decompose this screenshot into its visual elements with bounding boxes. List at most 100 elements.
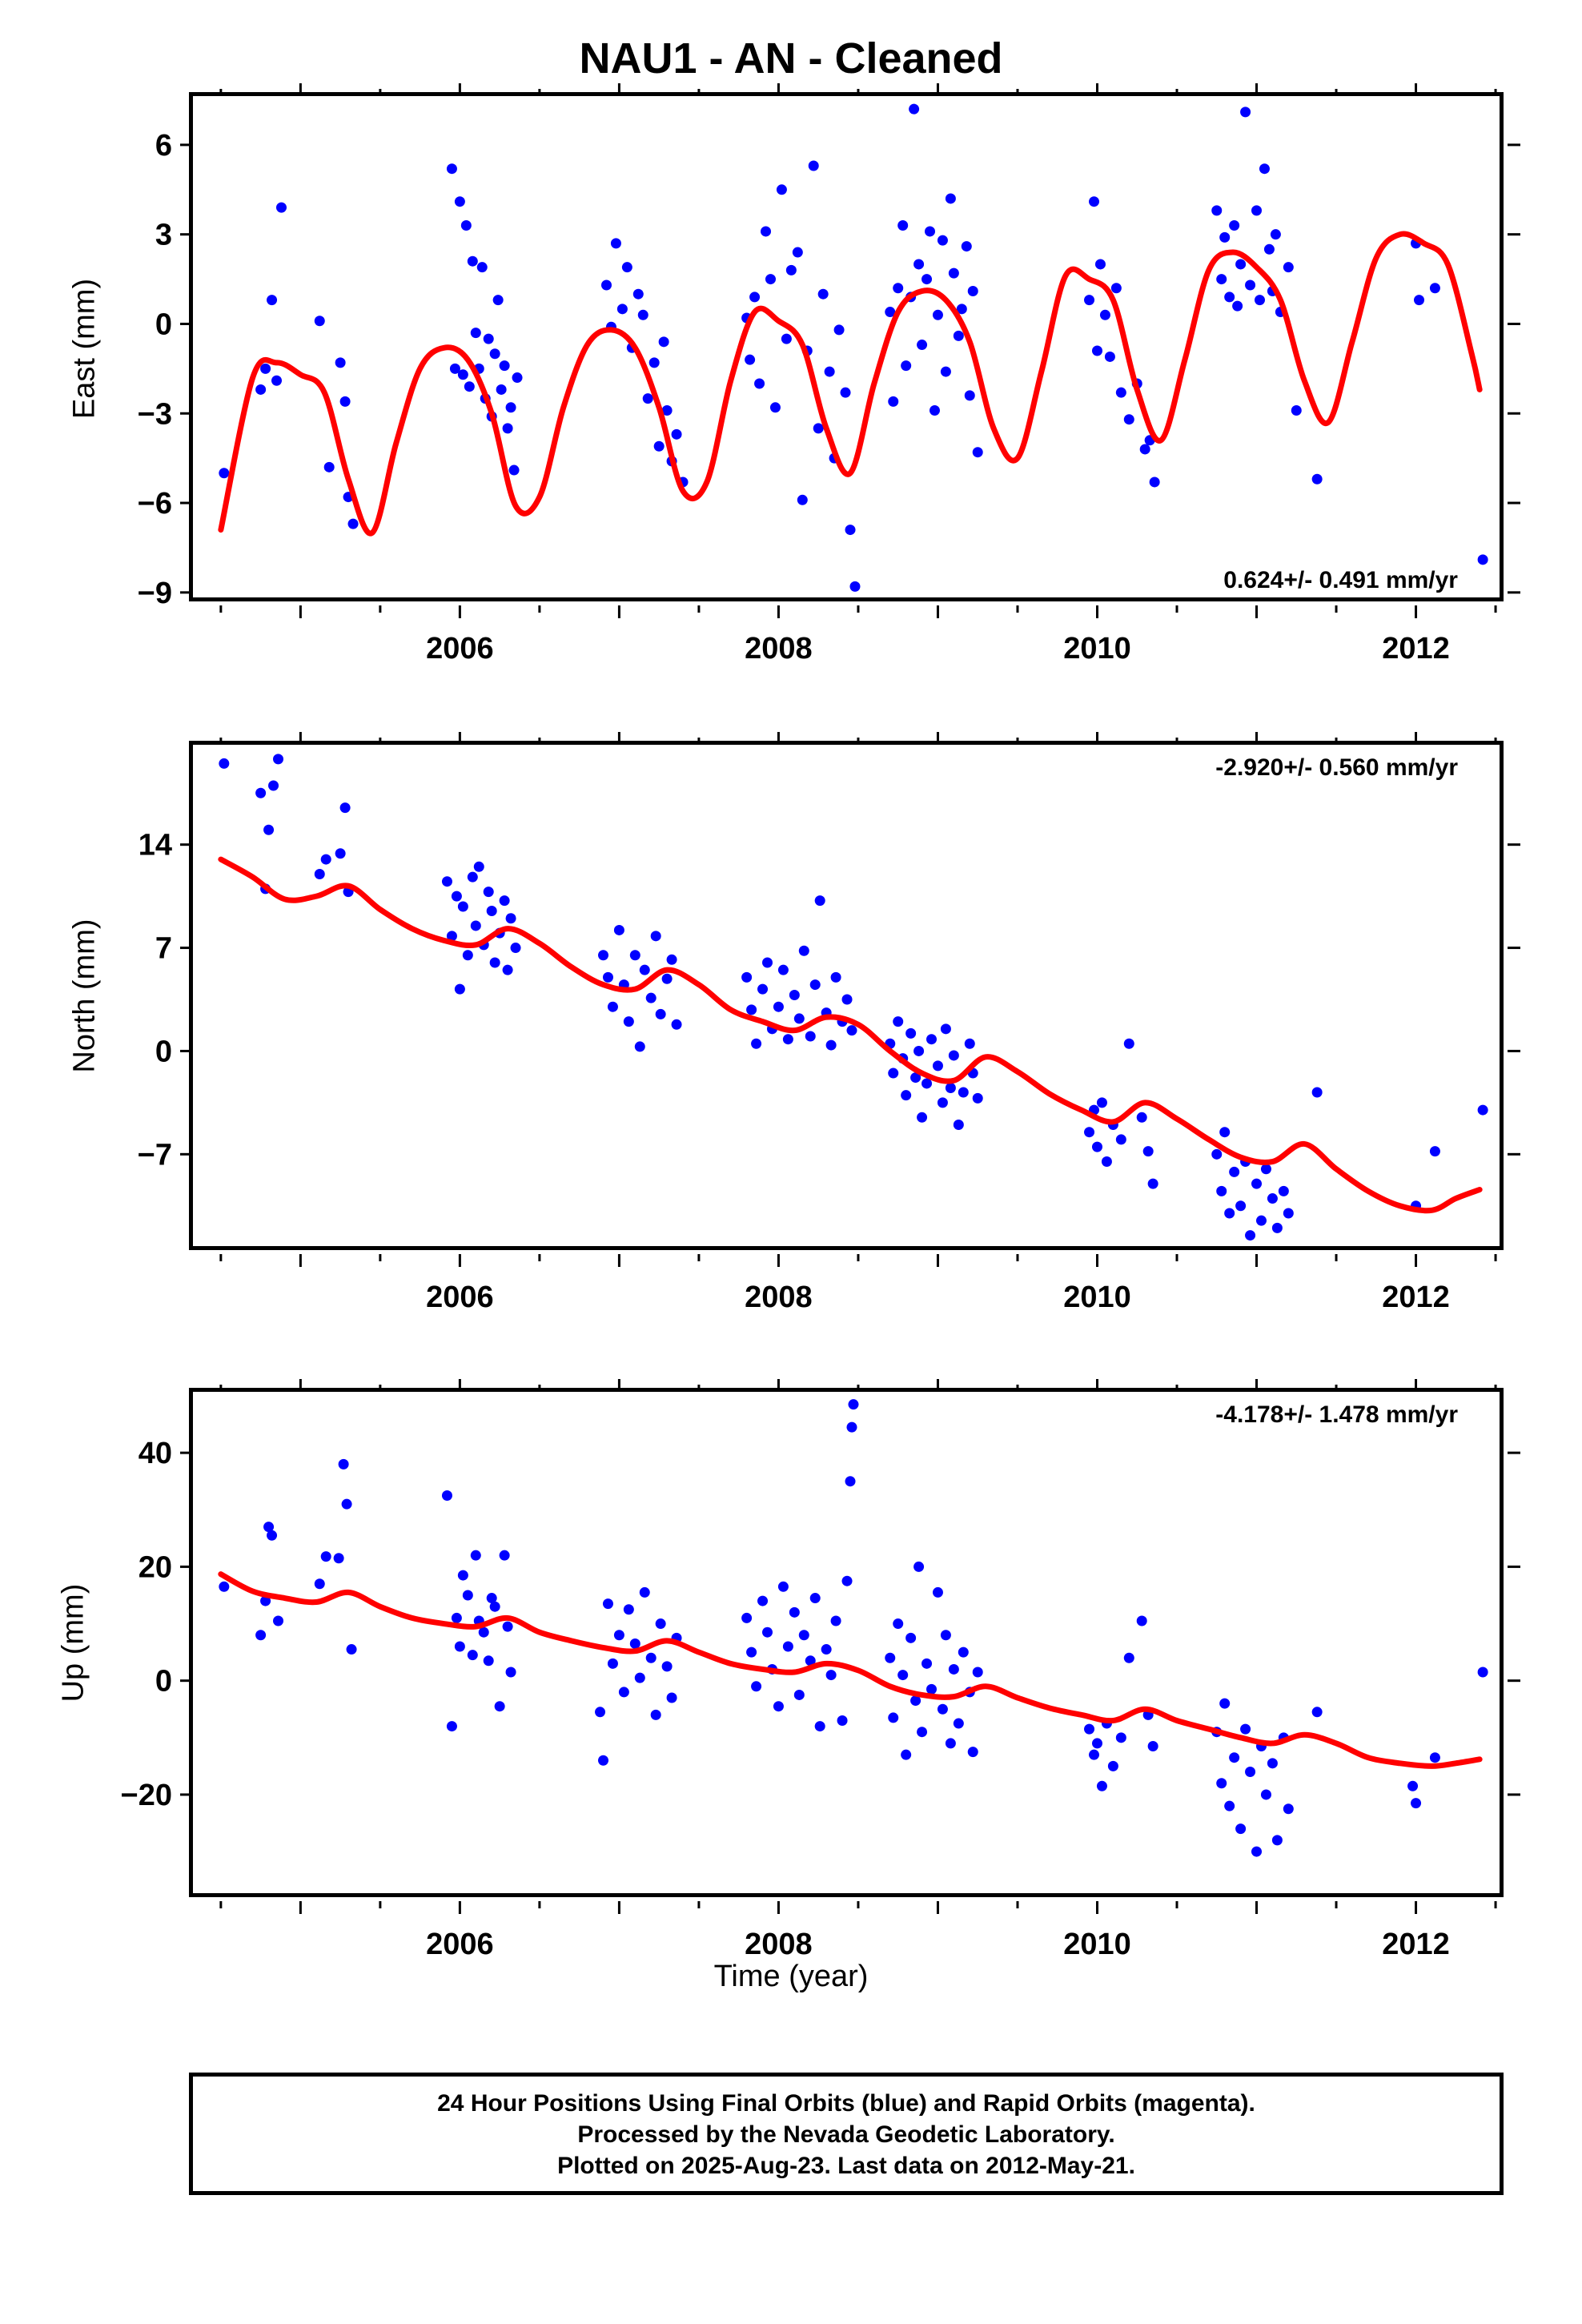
east-data-point	[632, 288, 644, 300]
east-data-point	[1245, 279, 1256, 291]
up-data-point	[655, 1618, 666, 1630]
up-data-point	[841, 1575, 853, 1586]
up-data-point	[607, 1658, 618, 1669]
east-data-point	[219, 468, 230, 479]
up-data-point	[921, 1658, 933, 1669]
north-data-point	[634, 1041, 645, 1052]
north-data-point	[937, 1097, 948, 1108]
east-data-point	[1283, 262, 1294, 273]
north-xtick-label: 2006	[426, 1281, 494, 1314]
up-data-point	[457, 1570, 468, 1581]
up-data-point	[467, 1650, 478, 1661]
east-plot-area	[218, 103, 1488, 592]
up-data-point	[494, 1701, 505, 1712]
east-data-point	[1139, 444, 1150, 455]
north-data-point	[893, 1016, 904, 1027]
east-rate-label: 0.624+/- 0.491 mm/yr	[1223, 567, 1458, 593]
up-data-point	[972, 1667, 983, 1678]
north-data-point	[888, 1068, 899, 1079]
north-data-point	[650, 931, 661, 942]
up-data-point	[762, 1626, 773, 1638]
up-data-point	[945, 1738, 956, 1749]
north-data-point	[1245, 1230, 1256, 1241]
east-data-point	[1094, 259, 1106, 270]
east-data-point	[467, 255, 478, 267]
north-data-point	[613, 924, 624, 935]
north-data-point	[467, 871, 478, 883]
up-data-point	[1219, 1698, 1231, 1709]
east-data-point	[512, 372, 523, 384]
north-data-point	[314, 869, 325, 879]
east-data-point	[1232, 300, 1243, 312]
up-data-point	[1229, 1752, 1240, 1763]
north-data-point	[958, 1087, 969, 1098]
north-data-point	[483, 887, 494, 898]
east-data-point	[470, 328, 481, 339]
north-data-point	[1429, 1146, 1440, 1157]
east-data-point	[921, 274, 933, 285]
east-data-point	[446, 163, 457, 175]
up-data-point	[634, 1672, 645, 1683]
north-ytick-label: 7	[155, 932, 172, 966]
north-data-point	[1123, 1038, 1134, 1049]
north-data-point	[921, 1078, 933, 1089]
north-data-point	[932, 1060, 943, 1072]
north-data-point	[1283, 1208, 1294, 1219]
north-xtick-label: 2012	[1382, 1281, 1450, 1314]
east-data-point	[499, 360, 510, 372]
east-data-point	[967, 285, 978, 296]
north-data-point	[910, 1072, 921, 1084]
east-data-point	[1084, 295, 1095, 306]
east-data-point	[642, 393, 653, 404]
east-data-point	[909, 103, 920, 115]
east-data-point	[797, 494, 808, 505]
north-data-point	[1255, 1215, 1267, 1226]
north-data-point	[777, 964, 789, 975]
up-data-point	[1136, 1615, 1147, 1626]
east-data-point	[1311, 473, 1323, 485]
up-data-point	[613, 1630, 624, 1641]
north-data-point	[846, 1025, 857, 1036]
east-chart: 2006 2008 2010 2012 6 3 0 −3 −6 −9 0.624+/- 0.491 …	[138, 83, 1520, 665]
up-data-point	[645, 1652, 656, 1663]
north-data-point	[473, 861, 484, 872]
up-panel: 2006 2008 2010 2012 40 20 0 −20 -4.178+/- 1.478 …	[121, 1379, 1520, 1961]
up-data-point	[805, 1655, 816, 1667]
north-data-point	[1142, 1146, 1154, 1157]
north-data-point	[1216, 1185, 1227, 1196]
east-data-point	[769, 402, 781, 413]
up-data-point	[483, 1655, 494, 1667]
up-data-point	[940, 1630, 951, 1641]
up-data-point	[1235, 1823, 1247, 1835]
north-data-point	[1235, 1200, 1247, 1212]
up-ytick-label: 20	[139, 1550, 172, 1584]
up-data-point	[346, 1644, 357, 1655]
up-data-point	[320, 1551, 331, 1562]
up-data-point	[499, 1550, 510, 1561]
up-data-point	[267, 1530, 278, 1541]
north-data-point	[273, 754, 284, 765]
east-data-point	[275, 202, 287, 213]
up-data-point	[845, 1476, 856, 1487]
footer-line-1: 24 Hour Positions Using Final Orbits (bl…	[437, 2090, 1255, 2117]
east-data-point	[610, 238, 621, 249]
north-data-point	[805, 1031, 816, 1042]
chart-title: NAU1 - AN - Cleaned	[579, 34, 1003, 82]
north-data-point	[602, 971, 613, 983]
north-ylabel: North (mm)	[67, 919, 102, 1073]
up-data-point	[1084, 1723, 1095, 1735]
up-data-point	[1123, 1652, 1134, 1663]
up-data-point	[1411, 1798, 1422, 1809]
north-data-point	[1091, 1141, 1102, 1152]
east-data-point	[765, 274, 776, 285]
north-data-point	[798, 945, 809, 956]
east-data-point	[1251, 205, 1263, 216]
east-data-point	[454, 196, 465, 207]
east-data-point	[449, 363, 460, 374]
east-data-point	[1110, 283, 1122, 294]
north-data-point	[917, 1112, 928, 1123]
north-data-point	[462, 950, 473, 961]
east-data-point	[833, 324, 845, 336]
north-data-point	[814, 895, 825, 907]
north-data-point	[320, 854, 331, 865]
